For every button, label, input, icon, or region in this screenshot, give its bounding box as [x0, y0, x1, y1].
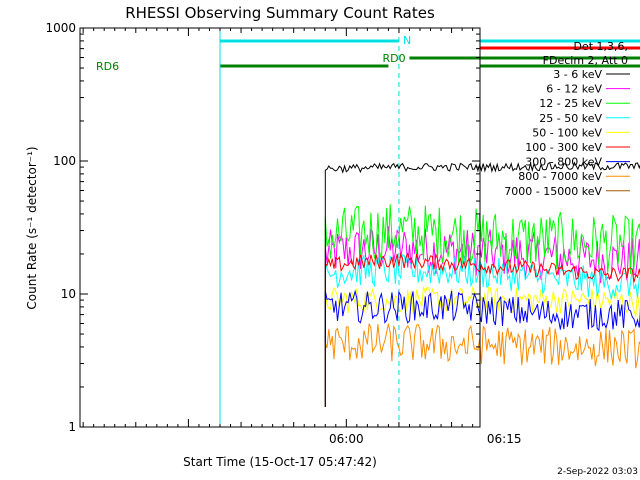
y-tick-label: 10: [61, 287, 76, 301]
series-line: [324, 285, 640, 407]
legend-header: Det 1,3,6,: [573, 40, 628, 53]
plot-frame: [79, 27, 481, 428]
series-line: [324, 254, 640, 407]
flag-label: RD6: [96, 60, 119, 73]
series-line: [324, 323, 640, 407]
series-line: [324, 204, 640, 407]
legend-entry: 3 - 6 keV: [553, 68, 602, 81]
series-line: [324, 226, 640, 407]
legend-entry: 12 - 25 keV: [539, 97, 602, 110]
y-tick-label: 1: [68, 420, 76, 434]
legend-entry: 800 - 7000 keV: [518, 170, 602, 183]
legend-entry: 6 - 12 keV: [546, 83, 602, 96]
count-rate-series: [324, 161, 640, 407]
y-axis-label: Count Rate (s⁻¹ detector⁻¹): [25, 146, 39, 309]
series-line: [324, 161, 640, 407]
series-line: [324, 289, 640, 407]
y-tick-label: 1000: [45, 21, 76, 35]
chart-title: RHESSI Observing Summary Count Rates: [125, 4, 435, 22]
legend-entry: 25 - 50 keV: [539, 112, 602, 125]
legend-entry: 100 - 300 keV: [525, 141, 602, 154]
flag-label: RD0: [382, 52, 405, 65]
x-tick-label: 06:15: [487, 432, 522, 446]
legend-entry: 300 - 800 keV: [525, 156, 602, 169]
legend: Det 1,3,6,FDecim 2, Att 03 - 6 keV 6 - 12…: [504, 40, 630, 198]
x-tick-label: 06:00: [329, 432, 364, 446]
legend-entry: 7000 - 15000 keV: [504, 185, 602, 198]
series-line: [324, 252, 640, 407]
legend-entry: 50 - 100 keV: [532, 126, 602, 139]
x-axis-label: Start Time (15-Oct-17 05:47:42): [183, 455, 377, 469]
y-tick-label: 100: [53, 154, 76, 168]
flag-label: N: [403, 34, 411, 47]
observing-flags: NFRD0RD6: [96, 34, 640, 73]
plot-timestamp: 2-Sep-2022 03:03: [557, 467, 638, 477]
y-axis-ticks: 1 10 100 1000: [45, 21, 480, 434]
flag-boundary-lines: [219, 28, 400, 427]
legend-header: FDecim 2, Att 0: [543, 54, 628, 67]
